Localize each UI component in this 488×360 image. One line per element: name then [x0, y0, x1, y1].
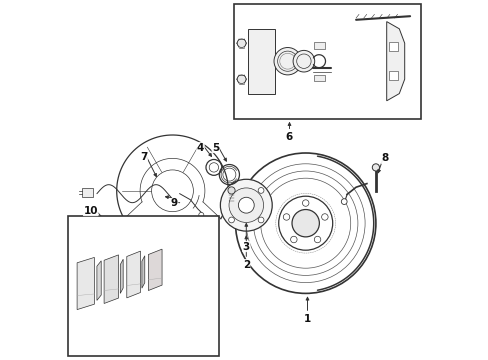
Circle shape	[291, 210, 319, 237]
Text: 1: 1	[303, 314, 310, 324]
Circle shape	[228, 188, 234, 193]
Circle shape	[273, 48, 301, 75]
Polygon shape	[120, 259, 123, 293]
Circle shape	[228, 217, 234, 223]
Bar	[233, 4, 420, 119]
Polygon shape	[148, 249, 162, 291]
Polygon shape	[126, 251, 140, 298]
Polygon shape	[386, 22, 404, 101]
Circle shape	[238, 197, 254, 213]
Polygon shape	[104, 255, 118, 303]
Circle shape	[290, 236, 297, 243]
Circle shape	[283, 214, 289, 220]
Bar	[387, 42, 397, 51]
Bar	[387, 71, 397, 80]
Text: 3: 3	[242, 242, 249, 252]
Circle shape	[227, 187, 235, 194]
Text: 6: 6	[285, 132, 292, 142]
Circle shape	[314, 236, 320, 243]
Bar	[247, 29, 275, 94]
Circle shape	[341, 199, 346, 204]
Text: 7: 7	[140, 152, 147, 162]
Circle shape	[371, 164, 379, 171]
Circle shape	[321, 214, 327, 220]
Bar	[68, 216, 219, 356]
Text: 5: 5	[212, 143, 219, 153]
Circle shape	[258, 217, 264, 223]
Text: 8: 8	[381, 153, 388, 163]
Circle shape	[228, 188, 263, 222]
Text: 4: 4	[197, 143, 204, 153]
Circle shape	[237, 75, 245, 84]
Polygon shape	[142, 256, 144, 288]
Circle shape	[302, 200, 308, 206]
Polygon shape	[97, 261, 101, 300]
Text: 9: 9	[170, 198, 178, 208]
Circle shape	[220, 179, 272, 231]
Bar	[313, 75, 324, 81]
Circle shape	[237, 39, 245, 48]
Circle shape	[199, 212, 203, 217]
Text: 10: 10	[83, 206, 98, 216]
Bar	[313, 42, 324, 49]
Circle shape	[292, 50, 314, 72]
Circle shape	[258, 188, 264, 193]
Bar	[82, 188, 92, 197]
Text: 2: 2	[242, 260, 249, 270]
Polygon shape	[77, 257, 94, 310]
